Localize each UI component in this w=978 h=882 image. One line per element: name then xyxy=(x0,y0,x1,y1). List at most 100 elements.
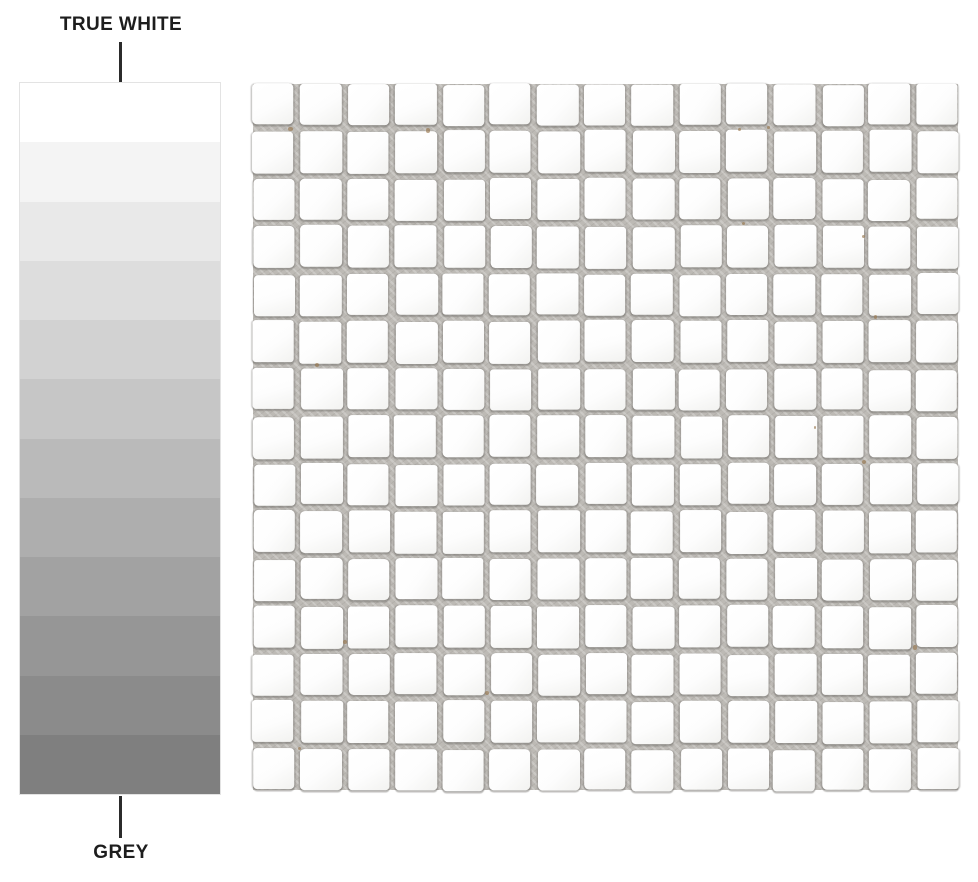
mosaic-tile xyxy=(917,131,959,174)
mosaic-tile xyxy=(869,511,911,554)
mosaic-tile xyxy=(822,226,865,268)
mosaic-tile xyxy=(538,654,580,696)
mosaic-tile xyxy=(726,83,768,125)
mosaic-tile xyxy=(727,604,769,647)
mosaic-tile xyxy=(537,415,579,457)
mosaic-tile xyxy=(915,559,958,601)
mosaic-tile xyxy=(632,227,675,270)
mosaic-tile xyxy=(915,320,958,363)
mosaic-tile xyxy=(584,369,626,411)
mosaic-tile xyxy=(489,748,531,791)
mosaic-tile xyxy=(726,273,768,316)
mosaic-tile xyxy=(395,701,437,744)
mosaic-tile xyxy=(774,322,817,364)
grout-speck xyxy=(425,128,431,133)
mosaic-tile xyxy=(631,320,674,362)
mosaic-tile xyxy=(489,510,531,552)
mosaic-tile xyxy=(538,131,580,174)
mosaic-tile xyxy=(775,557,817,600)
mosaic-tile xyxy=(773,510,816,552)
mosaic-tile xyxy=(346,321,388,363)
mosaic-tile xyxy=(301,368,343,410)
mosaic-tile xyxy=(633,131,675,173)
mosaic-tile xyxy=(348,510,391,553)
mosaic-tile xyxy=(253,178,295,221)
mosaic-tile xyxy=(822,702,864,744)
mosaic-tile xyxy=(728,700,770,743)
mosaic-tile xyxy=(585,462,627,505)
mosaic-tile xyxy=(395,605,437,647)
mosaic-tile xyxy=(394,179,437,222)
mosaic-tile xyxy=(538,368,580,410)
mosaic-tile xyxy=(916,700,959,742)
mosaic-tile xyxy=(775,653,817,695)
mosaic-tile xyxy=(822,179,864,221)
greyscale-step-6 xyxy=(20,379,220,439)
grout-speck xyxy=(315,363,320,368)
mosaic-tile xyxy=(394,652,436,695)
mosaic-tile xyxy=(252,699,294,742)
mosaic-tile xyxy=(300,131,343,174)
grout-speck xyxy=(738,127,742,131)
greyscale-step-4 xyxy=(20,260,220,320)
mosaic-tile xyxy=(538,510,580,552)
mosaic-tile xyxy=(489,558,531,601)
mosaic-tile xyxy=(773,605,815,648)
mosaic-tile xyxy=(775,416,817,458)
mosaic-tile xyxy=(916,227,958,269)
greyscale-step-1 xyxy=(20,83,220,143)
mosaic-tile xyxy=(537,558,580,600)
mosaic-tile xyxy=(774,131,816,174)
mosaic-tile xyxy=(300,653,343,695)
greyscale-bar xyxy=(19,82,221,795)
grout-speck xyxy=(873,315,878,319)
mosaic-tile xyxy=(821,606,864,648)
mosaic-tile xyxy=(822,748,864,790)
mosaic-tile xyxy=(395,748,437,791)
mosaic-tile xyxy=(822,85,865,127)
mosaic-tile xyxy=(774,464,816,506)
mosaic-tile xyxy=(678,369,720,411)
mosaic-tile xyxy=(821,559,863,601)
mosaic-tile xyxy=(680,225,722,268)
greyscale-step-8 xyxy=(20,497,220,557)
mosaic-tile xyxy=(347,84,390,126)
mosaic-tile xyxy=(775,701,817,743)
mosaic-tile xyxy=(728,462,770,504)
mosaic-tile xyxy=(488,274,531,316)
mosaic-tile xyxy=(725,130,768,172)
mosaic-tile xyxy=(442,368,485,411)
mosaic-tile xyxy=(915,370,957,412)
mosaic-tile xyxy=(300,225,342,267)
mosaic-tile xyxy=(679,510,722,552)
mosaic-tile xyxy=(254,275,296,317)
mosaic-tile xyxy=(915,652,957,694)
mosaic-tile xyxy=(585,700,627,743)
mosaic-tile xyxy=(300,275,342,317)
mosaic-tile xyxy=(915,605,958,647)
mosaic-tile xyxy=(537,84,579,127)
mosaic-tile xyxy=(252,654,294,696)
mosaic-tile xyxy=(395,557,438,600)
mosaic-tile xyxy=(443,130,485,173)
mosaic-tile xyxy=(489,322,531,364)
mosaic-tile xyxy=(443,179,485,222)
mosaic-tile xyxy=(585,557,627,600)
mosaic-tile xyxy=(442,749,484,792)
mosaic-tile xyxy=(678,557,720,599)
mosaic-tile xyxy=(868,83,910,125)
mosaic-tile xyxy=(727,654,769,697)
mosaic-tile xyxy=(631,749,673,792)
mosaic-tile xyxy=(773,84,816,126)
mosaic-tile xyxy=(489,415,531,457)
mosaic-tile xyxy=(346,701,389,743)
mosaic-tile xyxy=(632,178,675,220)
mosaic-tile xyxy=(490,369,532,411)
mosaic-tile xyxy=(727,320,769,362)
mosaic-tile xyxy=(396,273,438,316)
greyscale-step-7 xyxy=(20,438,220,498)
mosaic-tile xyxy=(300,511,342,553)
grout-speck xyxy=(484,690,489,695)
mosaic-tile xyxy=(822,510,865,553)
